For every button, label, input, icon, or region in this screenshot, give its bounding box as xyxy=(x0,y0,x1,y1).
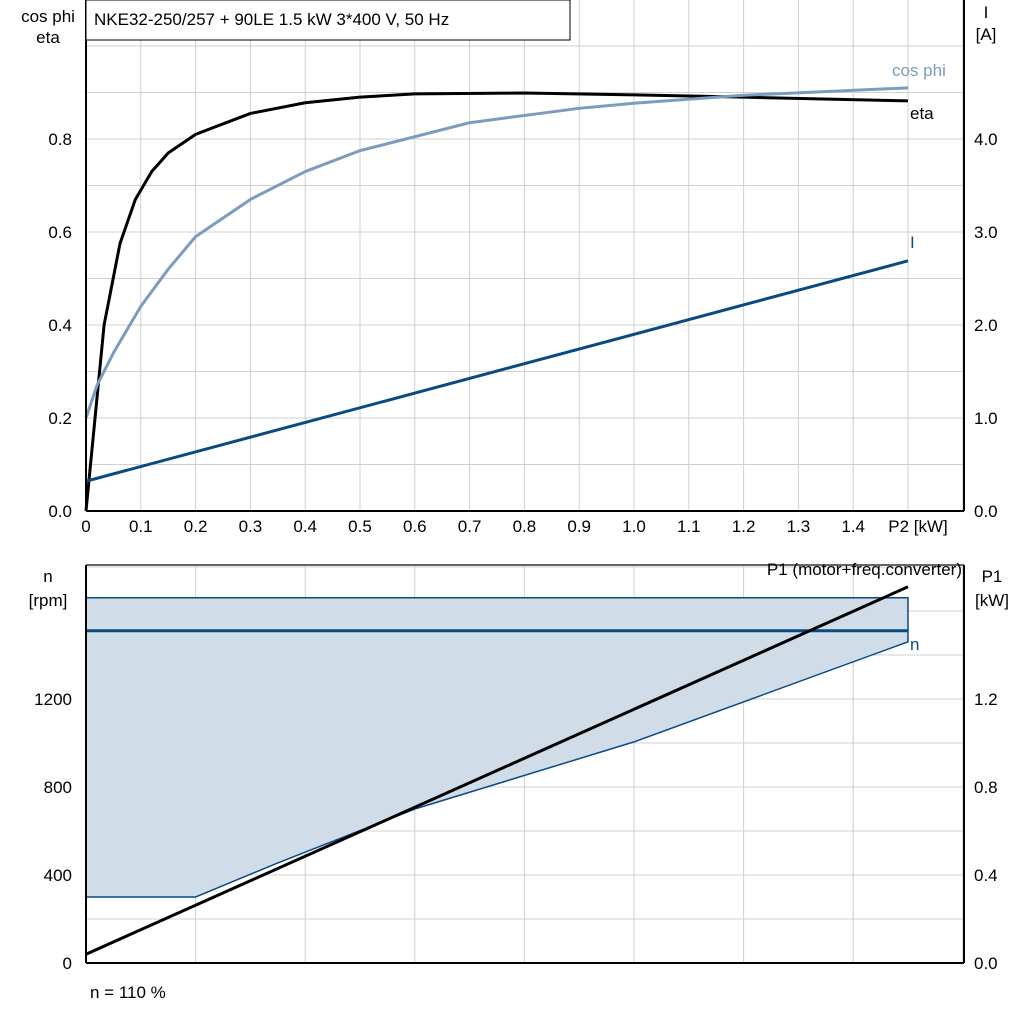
p1-tick-label: 0.8 xyxy=(974,778,998,797)
x-tick-label: 0.8 xyxy=(513,517,537,536)
p1-tick-label: 0.4 xyxy=(974,866,998,885)
x-tick-label: 0.3 xyxy=(239,517,263,536)
right-axis-label-2: [A] xyxy=(976,25,997,44)
title-box xyxy=(85,0,571,41)
right-tick-label: 3.0 xyxy=(974,223,998,242)
right-tick-label: 4.0 xyxy=(974,130,998,149)
left-tick-label: 0.6 xyxy=(48,223,72,242)
n-tick-label: 1200 xyxy=(34,690,72,709)
x-tick-label: 0.7 xyxy=(458,517,482,536)
x-tick-label: 1.4 xyxy=(841,517,865,536)
series-I xyxy=(85,259,909,483)
x-tick-label: 0.6 xyxy=(403,517,427,536)
eta-label: eta xyxy=(910,104,934,123)
right-tick-label: 0.0 xyxy=(974,502,998,521)
x-tick-label: 1.2 xyxy=(732,517,756,536)
x-axis-label: P2 [kW] xyxy=(888,517,948,536)
n-label: n xyxy=(910,635,919,654)
series-eta xyxy=(84,91,909,512)
series-cos-phi xyxy=(84,86,909,419)
x-tick-label: 0.5 xyxy=(348,517,372,536)
right-tick-label: 2.0 xyxy=(974,316,998,335)
p1-label: P1 (motor+freq.converter) xyxy=(767,560,962,579)
x-tick-label: 0.1 xyxy=(129,517,153,536)
p1-tick-label: 0.0 xyxy=(974,954,998,973)
x-tick-label: 0.4 xyxy=(293,517,317,536)
right-tick-label: 1.0 xyxy=(974,409,998,428)
right-axis-label-1: I xyxy=(984,3,989,22)
p1-tick-label: 1.2 xyxy=(974,690,998,709)
speed-percent-label: n = 110 % xyxy=(90,983,166,1002)
n-tick-label: 0 xyxy=(63,954,72,973)
current-label: I xyxy=(910,233,915,252)
cos-phi-label: cos phi xyxy=(892,61,946,80)
left-tick-label: 0.2 xyxy=(48,409,72,428)
p1-axis-label-1: P1 xyxy=(982,567,1003,586)
n-tick-label: 800 xyxy=(44,778,72,797)
x-tick-label: 0.9 xyxy=(567,517,591,536)
n-axis-label-2: [rpm] xyxy=(29,591,68,610)
left-tick-label: 0.8 xyxy=(48,130,72,149)
left-tick-label: 0.0 xyxy=(48,502,72,521)
left-axis-label-2: eta xyxy=(36,28,60,47)
p1-axis-label-2: [kW] xyxy=(975,591,1009,610)
x-tick-label: 1.0 xyxy=(622,517,646,536)
p1-line xyxy=(85,585,909,956)
n-axis-label-1: n xyxy=(43,567,52,586)
x-tick-label: 0 xyxy=(81,517,90,536)
n-tick-label: 400 xyxy=(44,866,72,885)
x-tick-label: 0.2 xyxy=(184,517,208,536)
left-tick-label: 0.4 xyxy=(48,316,72,335)
x-tick-label: 1.1 xyxy=(677,517,701,536)
chart-title: NKE32-250/257 + 90LE 1.5 kW 3*400 V, 50 … xyxy=(94,10,449,29)
left-axis-label-1: cos phi xyxy=(21,7,75,26)
x-tick-label: 1.3 xyxy=(787,517,811,536)
speed-range-band xyxy=(85,597,909,898)
